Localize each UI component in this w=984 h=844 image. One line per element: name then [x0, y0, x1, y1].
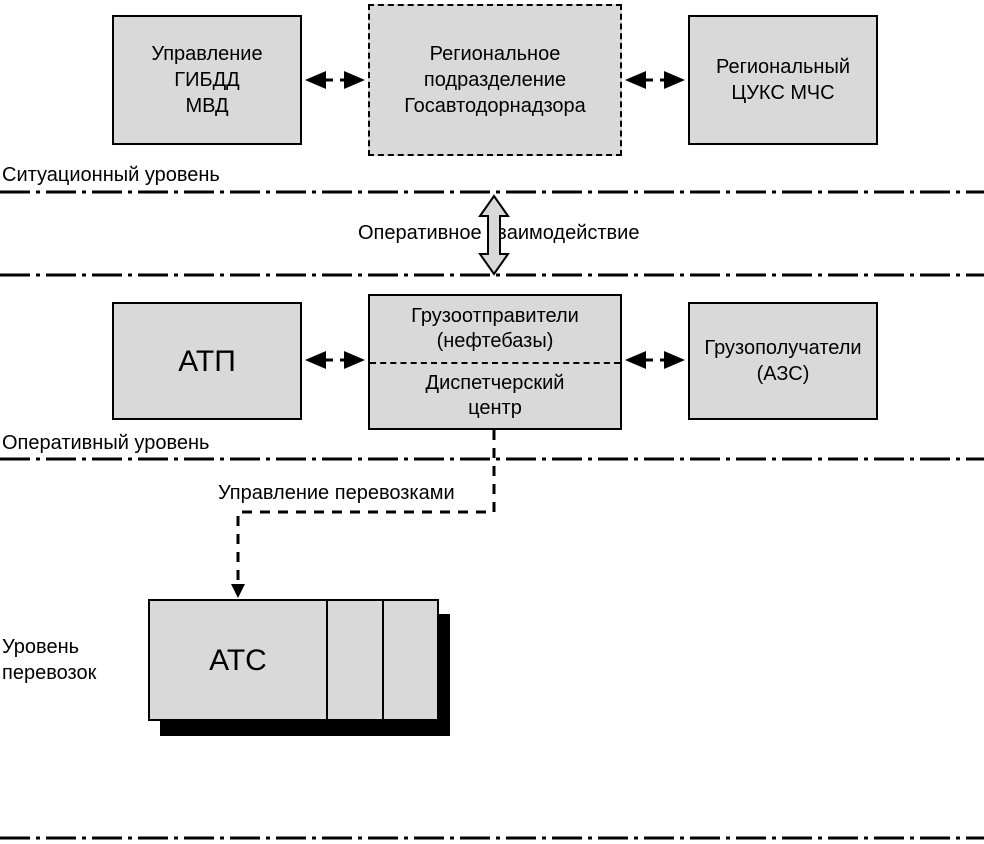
box-gibdd-text: УправлениеГИБДДМВД: [151, 41, 262, 119]
box-receivers: Грузополучатели(АЗС): [688, 302, 878, 420]
box-gibdd: УправлениеГИБДДМВД: [112, 15, 302, 145]
box-atp: АТП: [112, 302, 302, 420]
box-shippers-bot: Диспетчерскийцентр: [370, 364, 620, 428]
box-ats-text: АТС: [209, 641, 267, 680]
level2-label: Оперативный уровень: [2, 432, 209, 455]
box-shippers-bot-text: Диспетчерскийцентр: [426, 371, 565, 421]
ats-layer-3: [375, 599, 439, 721]
interaction-label: Оперативное взаимодействие: [358, 222, 639, 245]
box-mchs-text: РегиональныйЦУКС МЧС: [716, 54, 850, 106]
box-shippers-top-text: Грузоотправители(нефтебазы): [411, 304, 579, 354]
box-regional: РегиональноеподразделениеГосавтодорнадзо…: [368, 4, 622, 156]
level1-label: Ситуационный уровень: [2, 164, 220, 187]
box-ats: АТС: [148, 599, 328, 721]
level3-label: Уровеньперевозок: [2, 634, 96, 686]
box-receivers-text: Грузополучатели(АЗС): [704, 335, 861, 387]
transport-label: Управление перевозками: [218, 482, 455, 505]
box-regional-text: РегиональноеподразделениеГосавтодорнадзо…: [404, 41, 586, 119]
box-atp-text: АТП: [178, 342, 236, 381]
ats-layer-2: [320, 599, 384, 721]
box-mchs: РегиональныйЦУКС МЧС: [688, 15, 878, 145]
diagram-canvas: УправлениеГИБДДМВД Региональноеподраздел…: [0, 0, 984, 844]
box-shippers: Грузоотправители(нефтебазы) Диспетчерски…: [368, 294, 622, 430]
box-shippers-top: Грузоотправители(нефтебазы): [370, 296, 620, 364]
